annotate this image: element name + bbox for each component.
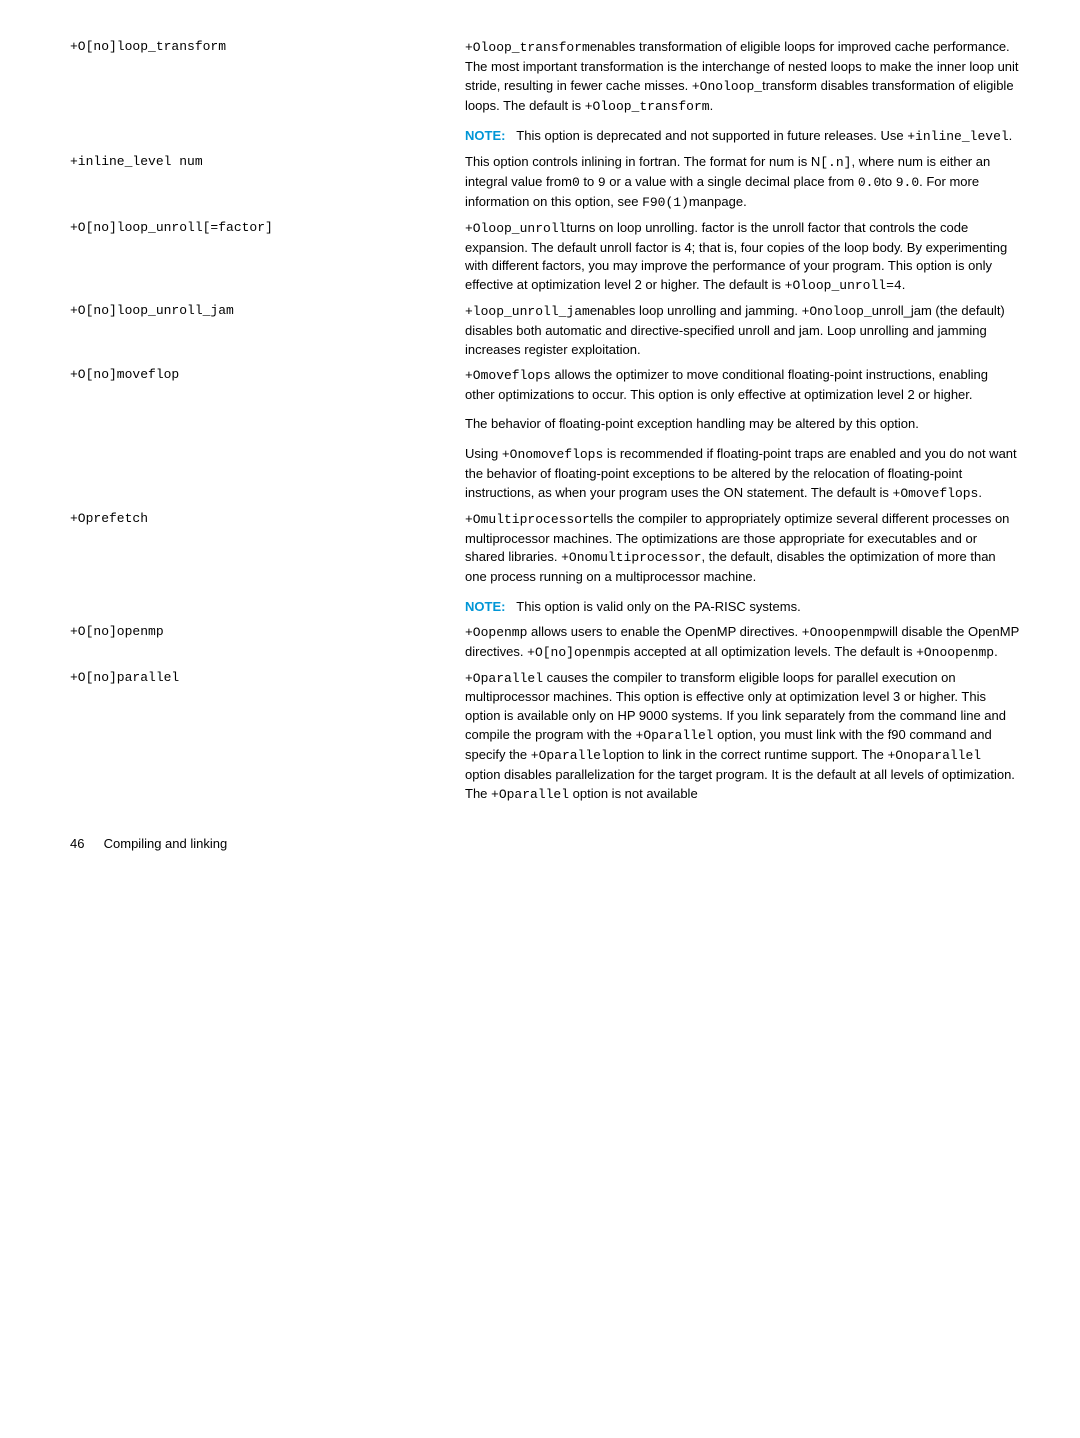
option-name: +O[no]loop_transform [70,38,465,147]
option-row: +Oprefetch+Omultiprocessortells the comp… [70,510,1020,617]
option-description: +Oopenmp allows users to enable the Open… [465,623,1020,663]
option-name: +O[no]loop_unroll[=factor] [70,219,465,296]
option-description: +Oloop_unrollturns on loop unrolling. fa… [465,219,1020,296]
description-paragraph: Using +Onomoveflops is recommended if fl… [465,445,1020,504]
option-description: +Oparallel causes the compiler to transf… [465,669,1020,805]
footer-title: Compiling and linking [104,836,228,851]
description-paragraph: +Oopenmp allows users to enable the Open… [465,623,1020,663]
description-paragraph: +Omultiprocessortells the compiler to ap… [465,510,1020,587]
option-row: +O[no]loop_unroll[=factor]+Oloop_unrollt… [70,219,1020,296]
description-paragraph: This option controls inlining in fortran… [465,153,1020,213]
option-description: +Oloop_transformenables transformation o… [465,38,1020,147]
description-paragraph: The behavior of floating-point exception… [465,415,1020,434]
option-row: +O[no]loop_unroll_jam+loop_unroll_jamena… [70,302,1020,360]
option-row: +inline_level numThis option controls in… [70,153,1020,213]
page-number: 46 [70,835,100,854]
option-row: +O[no]loop_transform+Oloop_transformenab… [70,38,1020,147]
option-name: +O[no]loop_unroll_jam [70,302,465,360]
description-paragraph: NOTE: This option is valid only on the P… [465,598,1020,617]
option-name: +Oprefetch [70,510,465,617]
option-row: +O[no]moveflop+Omoveflops allows the opt… [70,366,1020,504]
option-description: +loop_unroll_jamenables loop unrolling a… [465,302,1020,360]
description-paragraph: NOTE: This option is deprecated and not … [465,127,1020,147]
option-row: +O[no]openmp+Oopenmp allows users to ena… [70,623,1020,663]
option-description: +Omultiprocessortells the compiler to ap… [465,510,1020,617]
option-description: +Omoveflops allows the optimizer to move… [465,366,1020,504]
description-paragraph: +Oloop_unrollturns on loop unrolling. fa… [465,219,1020,296]
description-paragraph: +Oparallel causes the compiler to transf… [465,669,1020,805]
description-paragraph: +Oloop_transformenables transformation o… [465,38,1020,116]
option-name: +inline_level num [70,153,465,213]
option-name: +O[no]openmp [70,623,465,663]
option-row: +O[no]parallel+Oparallel causes the comp… [70,669,1020,805]
description-paragraph: +Omoveflops allows the optimizer to move… [465,366,1020,405]
option-name: +O[no]parallel [70,669,465,805]
option-description: This option controls inlining in fortran… [465,153,1020,213]
description-paragraph: +loop_unroll_jamenables loop unrolling a… [465,302,1020,360]
option-name: +O[no]moveflop [70,366,465,504]
